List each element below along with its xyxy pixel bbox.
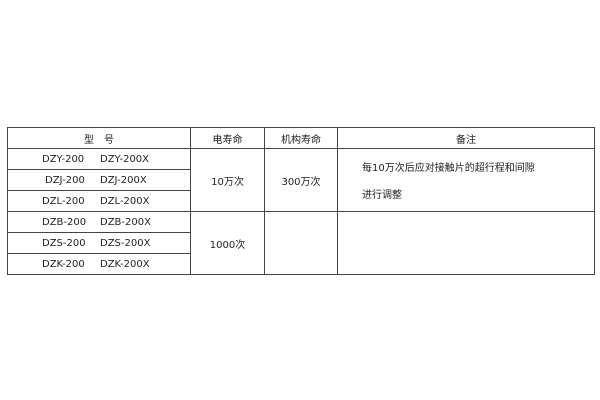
- mechanical-life-cell: 300万次: [264, 148, 338, 212]
- header-model: 型 号: [7, 127, 191, 149]
- model-cell: DZY-200: [42, 153, 85, 165]
- header-mechanical-life: 机构寿命: [264, 127, 338, 149]
- model-cell: DZK-200: [42, 258, 85, 270]
- mechanical-life-cell: [264, 211, 338, 275]
- table-row: DZK-200 DZK-200X: [7, 253, 191, 275]
- note-cell: [337, 211, 595, 275]
- model-cell: DZJ-200: [45, 174, 85, 186]
- note-line: 进行调整: [362, 190, 402, 201]
- table-row: DZJ-200 DZJ-200X: [7, 169, 191, 191]
- header-note: 备注: [337, 127, 595, 149]
- header-electrical-life: 电寿命: [190, 127, 265, 149]
- table-row: DZS-200 DZS-200X: [7, 232, 191, 254]
- model-cell: DZS-200X: [100, 237, 151, 249]
- note-cell: 每10万次后应对接触片的超行程和间隙 进行调整: [337, 148, 595, 212]
- electrical-life-cell: 10万次: [190, 148, 265, 212]
- model-cell: DZL-200: [42, 195, 85, 207]
- note-line: 每10万次后应对接触片的超行程和间隙: [362, 163, 535, 174]
- model-cell: DZY-200X: [100, 153, 150, 165]
- table-row: DZY-200 DZY-200X: [7, 148, 191, 170]
- model-cell: DZB-200: [42, 216, 87, 228]
- model-cell: DZJ-200X: [100, 174, 147, 186]
- model-cell: DZK-200X: [100, 258, 150, 270]
- table-row: DZB-200 DZB-200X: [7, 211, 191, 233]
- table-row: DZL-200 DZL-200X: [7, 190, 191, 212]
- model-cell: DZL-200X: [100, 195, 150, 207]
- electrical-life-cell: 1000次: [190, 211, 265, 275]
- model-cell: DZS-200: [42, 237, 86, 249]
- model-cell: DZB-200X: [100, 216, 151, 228]
